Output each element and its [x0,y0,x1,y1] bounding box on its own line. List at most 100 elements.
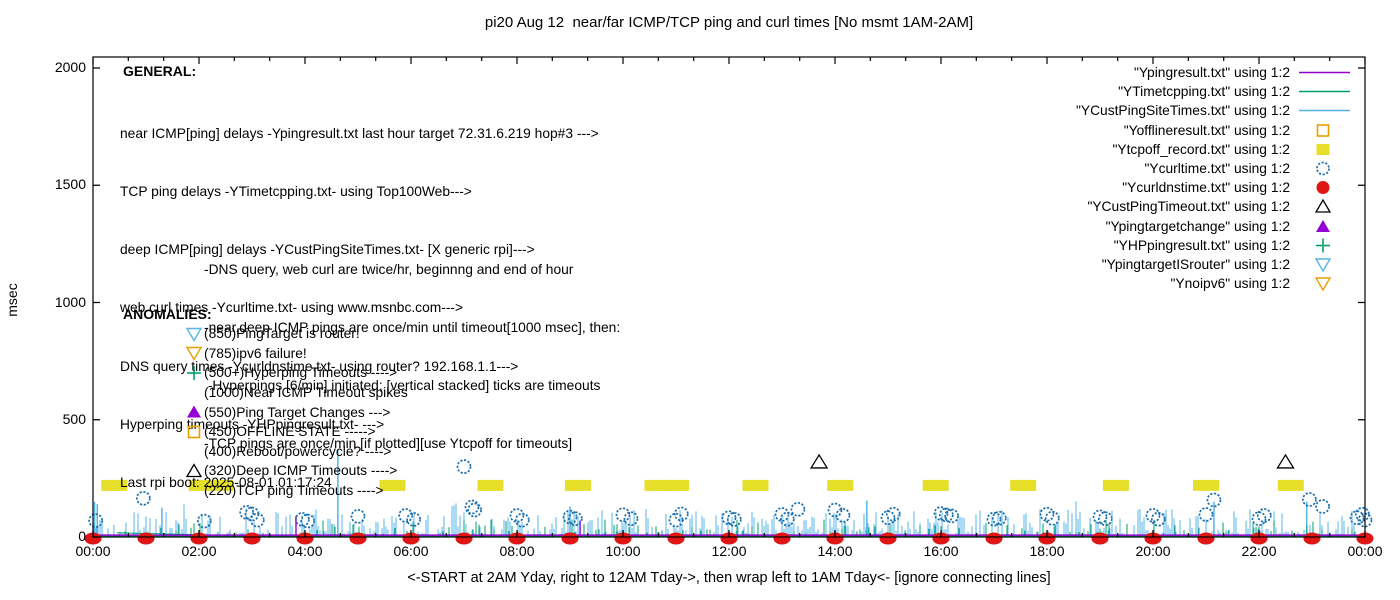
anomaly-text: (550)Ping Target Changes ---> [204,404,391,420]
anomaly-item: (550)Ping Target Changes ---> [186,402,408,422]
curl-time-point [986,511,1002,527]
curl-time-point [467,502,482,518]
legend-item: "Ytcpoff_record.txt" using 1:2 [1076,140,1362,159]
dns-time-dot [296,532,314,545]
triangle-open-icon [1314,199,1332,214]
legend-item: "YCustPingTimeout.txt" using 1:2 [1076,197,1362,216]
x-tick-label: 02:00 [181,543,217,559]
curl-time-point [1044,510,1060,526]
anomalies-list: (850)PingTarget is router! (785)ipv6 fail… [186,324,408,500]
triangle-down-open-icon [186,347,203,362]
tcpoff-box [1102,479,1129,491]
legend-item: "Ynoipv6" using 1:2 [1076,274,1362,293]
dns-time-dot [1356,532,1374,545]
curl-time-point [774,507,790,522]
tcpoff-box [207,479,234,491]
square-open-icon [1316,123,1330,137]
curl-time-point [1349,510,1365,526]
anomaly-text: (400)Reboot/powercycle? ----> [204,443,392,459]
general-sub-block: -DNS query, web curl are twice/hr, begin… [204,221,620,473]
anomaly-text: (450)OFFLINE STATE -----> [204,424,376,440]
anomaly-item: (1000)Near ICMP Timeout spikes [186,383,408,403]
chart-title: pi20 Aug 12 near/far ICMP/TCP ping and c… [484,14,974,31]
legend-label: "Ytcpoff_record.txt" using 1:2 [1112,141,1290,157]
dns-time-dot [667,532,685,545]
anomaly-text: (500+)Hyperping Timeouts ----> [204,365,398,381]
tcpoff-box [644,479,671,491]
legend-label: "YTimetcpping.txt" using 1:2 [1118,84,1290,100]
curl-time-point [1198,507,1214,522]
line-icon [1299,90,1350,93]
y-tick-label: 0 [78,528,86,544]
anomaly-item: (785)ipv6 failure! [186,344,408,364]
triangle-filled-icon [1316,219,1330,232]
dns-time-dot [1303,532,1321,545]
triangle-down-open-icon [1314,277,1332,292]
curl-time-point [1150,511,1166,527]
triangle-down-open-icon [186,327,203,342]
legend-label: "YpingtargetISrouter" using 1:2 [1101,256,1290,272]
general-sub-line: -Hyperpings [6/min] initiated; [vertical… [204,378,601,394]
dns-time-dot [826,532,844,545]
tcpoff-box [663,479,689,491]
general-line: DNS query times -Ycurldnstime.txt- using… [120,358,519,374]
square-open-icon [187,425,201,439]
curl-time-point [933,506,949,521]
dns-time-dot [1038,532,1056,545]
deep-icmp-timeout-point [1276,453,1295,469]
curl-time-point [673,506,689,522]
curl-time-point [835,508,851,523]
curl-time-point [1097,511,1113,527]
curl-time-point [880,510,896,526]
dns-time-dot [773,532,791,545]
dns-time-dot [1197,532,1215,545]
curl-time-point [300,513,315,529]
curl-time-point [1256,508,1272,523]
legend-item: "YHPpingresult.txt" using 1:2 [1076,236,1362,255]
curl-time-point [464,499,480,515]
curl-time-point [827,502,843,518]
curl-time-point [249,512,265,528]
curl-time-point [885,506,901,522]
legend-item: "Ypingresult.txt" using 1:2 [1076,63,1362,82]
anomaly-text: (320)Deep ICMP Timeouts ----> [204,463,398,479]
dns-time-dot [932,532,950,545]
x-axis-label: <-START at 2AM Yday, right to 12AM Tday-… [407,570,1051,586]
dns-time-dot [1144,532,1162,545]
curl-time-point [1354,506,1370,522]
legend-item: "YCustPingSiteTimes.txt" using 1:2 [1076,101,1362,120]
anomaly-text: (850)PingTarget is router! [204,326,360,342]
x-tick-label: 12:00 [711,543,747,559]
anomaly-item: (320)Deep ICMP Timeouts ----> [186,461,408,481]
dns-time-dot [402,532,420,545]
general-sub-line: -DNS query, web curl are twice/hr, begin… [204,261,574,277]
x-tick-label: 00:00 [75,543,111,559]
y-tick-label: 2000 [54,59,86,75]
x-tick-label: 06:00 [393,543,429,559]
curl-time-point [406,512,421,527]
anomaly-text: (220)TCP ping Timeouts ----> [204,483,384,499]
curl-time-point [562,509,578,525]
line-icon [1299,71,1350,74]
curl-time-point [623,511,639,527]
legend-label: "Ynoipv6" using 1:2 [1170,276,1290,292]
square-filled-icon [1316,143,1330,155]
x-tick-label: 00:00 [1347,543,1383,559]
curl-time-point [1145,508,1161,523]
anomaly-item: (220)TCP ping Timeouts ----> [186,481,408,501]
x-tick-label: 20:00 [1135,543,1171,559]
legend-item: "Yofflineresult.txt" using 1:2 [1076,121,1362,140]
legend-item: "Ycurltime.txt" using 1:2 [1076,159,1362,178]
curl-time-point [615,507,631,523]
dns-time-dot [84,532,102,545]
curl-time-point [721,510,737,526]
legend-label: "YCustPingSiteTimes.txt" using 1:2 [1075,103,1290,119]
tcpoff-box [1193,479,1219,491]
tcpoff-box [564,479,591,491]
dns-time-dot [561,532,579,545]
tcpoff-box [188,479,215,491]
dns-time-dot [720,532,738,545]
y-tick-label: 500 [62,410,86,427]
anomaly-text: (1000)Near ICMP Timeout spikes [204,385,408,401]
legend-item: "YTimetcpping.txt" using 1:2 [1076,82,1362,101]
